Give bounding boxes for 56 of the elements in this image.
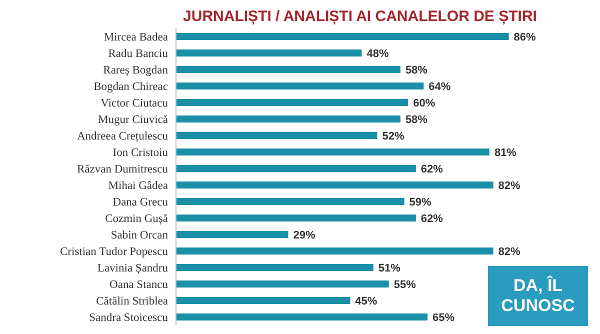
bar bbox=[176, 49, 362, 56]
y-tick-label: Victor Ciutacu bbox=[100, 97, 168, 110]
data-label: 58% bbox=[405, 114, 428, 126]
bar bbox=[176, 296, 350, 304]
bar bbox=[176, 164, 416, 172]
y-tick-label: Ion Cristoiu bbox=[112, 146, 168, 159]
bar bbox=[176, 115, 400, 122]
y-tick-label: Sandra Stoicescu bbox=[89, 312, 168, 324]
bar bbox=[176, 148, 490, 156]
y-tick-label: Bogdan Chireac bbox=[94, 80, 168, 93]
bar bbox=[176, 98, 408, 106]
y-tick-label: Dana Grecu bbox=[112, 196, 168, 208]
data-label: 62% bbox=[420, 212, 444, 225]
y-tick-label: Răzvan Dumitrescu bbox=[76, 163, 168, 176]
chart-title: JURNALIȘTI / ANALIȘTI AI CANALELOR DE ȘTIRI bbox=[182, 8, 538, 26]
data-label: 81% bbox=[494, 146, 517, 159]
bar bbox=[176, 66, 400, 73]
data-label: 58% bbox=[405, 64, 428, 76]
data-label: 52% bbox=[382, 130, 404, 142]
y-tick-label: Mugur Ciuvică bbox=[98, 114, 168, 126]
data-label: 60% bbox=[413, 97, 436, 110]
data-label: 51% bbox=[378, 262, 401, 274]
bar bbox=[176, 264, 374, 271]
y-tick-label: Andreea Crețulescu bbox=[76, 130, 168, 142]
y-tick-label: Lavinia Șandru bbox=[97, 262, 168, 274]
bar bbox=[176, 198, 404, 205]
y-tick-label: Cozmin Gușă bbox=[105, 212, 168, 225]
bar bbox=[176, 82, 424, 90]
data-label: 59% bbox=[409, 196, 432, 208]
bar bbox=[176, 32, 509, 40]
data-label: 29% bbox=[293, 229, 316, 242]
y-tick-label: Oana Stancu bbox=[110, 278, 168, 291]
bar bbox=[176, 181, 494, 188]
y-tick-label: Radu Banciu bbox=[108, 48, 168, 60]
bar bbox=[176, 313, 428, 320]
y-tick-label: Rareș Bogdan bbox=[103, 64, 168, 76]
data-label: 64% bbox=[428, 80, 451, 93]
data-label: 48% bbox=[366, 48, 389, 60]
annotation: DA, ÎL CUNOSC bbox=[488, 266, 588, 326]
bar bbox=[176, 132, 378, 139]
data-label: 82% bbox=[498, 180, 521, 192]
data-label: 55% bbox=[394, 278, 416, 291]
y-tick-label: Mihai Gâdea bbox=[108, 180, 168, 192]
y-tick-label: Sabin Orcan bbox=[110, 229, 168, 242]
data-label: 62% bbox=[420, 163, 444, 176]
y-tick-label: Mircea Badea bbox=[104, 31, 168, 44]
y-tick-label: Cătălin Striblea bbox=[96, 295, 168, 308]
bar bbox=[176, 280, 389, 288]
bar bbox=[176, 214, 416, 222]
bar bbox=[176, 247, 494, 254]
data-label: 82% bbox=[498, 246, 521, 258]
data-label: 45% bbox=[355, 295, 378, 308]
data-label: 86% bbox=[514, 31, 536, 44]
data-label: 65% bbox=[432, 312, 455, 324]
bar bbox=[176, 230, 288, 238]
y-tick-label: Cristian Tudor Popescu bbox=[60, 246, 168, 258]
